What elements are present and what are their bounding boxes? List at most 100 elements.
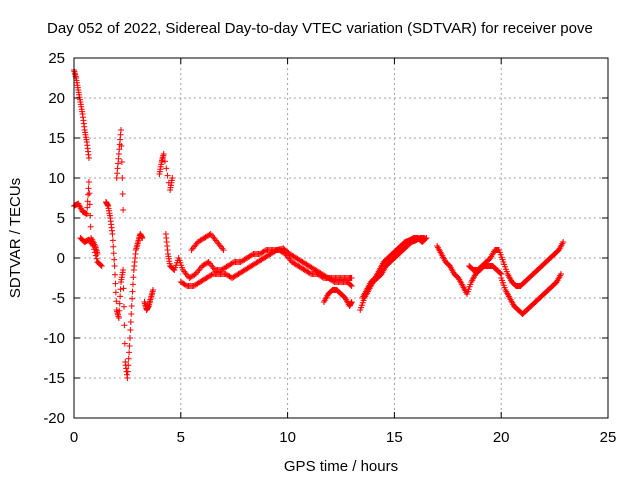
data-point-sat-c-interp [92, 252, 99, 259]
data-point-sat-g [160, 151, 167, 157]
data-point-sat-d-interp [124, 368, 131, 375]
data-point-sat-b-interp [85, 185, 92, 192]
data-point-sat-b-interp [86, 190, 93, 197]
x-tick-label: 10 [279, 429, 296, 446]
data-point-sat-d-interp [130, 274, 137, 281]
data-point-sat-d [126, 343, 133, 349]
data-point-sat-d [139, 235, 146, 241]
data-point-sat-g-interp [161, 158, 168, 165]
data-point-sat-d [111, 263, 118, 269]
data-point-sat-c-interp [89, 241, 96, 248]
data-point-sat-k [348, 299, 355, 305]
data-point-sat-d-interp [121, 322, 128, 329]
data-point-sat-c-interp [91, 249, 98, 256]
x-tick-label: 0 [70, 429, 78, 446]
data-point-sat-d [115, 315, 122, 321]
y-tick-label: 15 [48, 130, 65, 147]
data-point-sat-d-interp [129, 295, 136, 302]
data-point-sat-i-interp [208, 271, 215, 278]
data-point-sat-d-interp [116, 307, 123, 314]
data-point-sat-d-interp [125, 362, 132, 369]
data-point-sat-d-interp [116, 300, 123, 307]
y-tick-label: 0 [57, 250, 65, 267]
data-point-sat-d-interp [129, 288, 136, 295]
data-point-sat-h-interp [249, 251, 256, 258]
data-points [71, 67, 567, 381]
data-point-sat-b-interp [84, 204, 91, 211]
data-point-sat-d-interp [125, 355, 132, 362]
data-point-sat-p [558, 271, 565, 277]
data-point-sat-b-interp [84, 198, 91, 205]
data-point-sat-i [348, 283, 355, 289]
data-point-sat-h-interp [229, 259, 236, 266]
data-point-sat-f [150, 287, 157, 293]
y-tick-label: -10 [43, 330, 65, 347]
data-point-sat-n-interp [497, 270, 504, 277]
axis-ticks: 0 5 10 15 20 25 -20 -15 -10 -5 0 5 10 15 20 25 [43, 50, 616, 446]
x-tick-label: 20 [493, 429, 510, 446]
y-tick-label: 5 [57, 210, 65, 227]
data-point-sat-b-interp [86, 201, 93, 208]
data-point-sat-o [560, 239, 567, 245]
data-point-sat-e [120, 207, 127, 213]
data-point-sat-h-interp [204, 259, 211, 266]
data-point-sat-c-interp [91, 246, 98, 253]
data-point-sat-e [117, 127, 124, 133]
data-point-sat-i-interp [182, 282, 189, 289]
data-point-sat-d-interp [126, 335, 133, 341]
data-point-sat-d-interp [111, 256, 118, 263]
data-point-sat-g-interp [163, 165, 170, 172]
data-point-sat-e-interp [119, 191, 126, 197]
data-point-sat-d-interp [117, 286, 124, 293]
data-point-sat-d-interp [110, 250, 117, 257]
data-point-sat-c-interp [93, 255, 100, 262]
x-tick-label: 15 [386, 429, 403, 446]
data-point-sat-h-interp [306, 270, 313, 277]
x-tick-label: 5 [177, 429, 185, 446]
data-point-sat-d-interp [110, 243, 117, 250]
data-point-sat-g [169, 175, 176, 181]
y-tick-label: -20 [43, 410, 65, 427]
data-point-sat-d-interp [120, 303, 127, 310]
data-point-sat-i-interp [347, 282, 354, 289]
data-point-sat-b [83, 211, 90, 217]
y-tick-label: -5 [52, 290, 65, 307]
y-axis-label: SDTVAR / TECUs [7, 178, 24, 298]
data-point-sat-d [128, 303, 135, 309]
data-point-sat-a [85, 155, 92, 161]
data-point-sat-e-interp [118, 159, 125, 165]
data-point-sat-c [90, 243, 97, 249]
data-point-sat-d [120, 267, 127, 273]
data-point-sat-e-interp [118, 143, 125, 149]
data-point-sat-m [423, 235, 430, 241]
data-point-sat-j-interp [206, 231, 213, 238]
data-point-sat-c [98, 263, 105, 269]
y-tick-label: 10 [48, 170, 65, 187]
data-point-sat-d-interp [127, 327, 134, 333]
plot-frame [73, 57, 609, 419]
data-point-sat-d [109, 231, 116, 237]
data-point-sat-b-interp [87, 212, 94, 219]
data-point-sat-d-interp [126, 349, 133, 356]
data-point-sat-d-interp [112, 280, 119, 287]
data-point-sat-h-interp [261, 247, 268, 254]
data-point-sat-d-interp [129, 281, 136, 288]
y-tick-label: 25 [48, 50, 65, 67]
data-point-sat-d-interp [117, 293, 124, 300]
data-point-sat-d-interp [112, 289, 119, 296]
data-point-sat-d-interp [120, 285, 127, 292]
data-point-sat-d-interp [128, 311, 135, 317]
data-point-sat-e-interp [119, 175, 126, 181]
grid-lines [74, 58, 608, 418]
y-tick-label: 20 [48, 90, 65, 107]
data-point-sat-b-interp [87, 223, 94, 230]
x-tick-label: 25 [600, 429, 617, 446]
x-axis-label: GPS time / hours [284, 458, 398, 475]
data-point-sat-d-interp [113, 298, 120, 305]
data-point-sat-d-interp [121, 340, 128, 347]
chart-title: Day 052 of 2022, Sidereal Day-to-day VTE… [47, 20, 593, 37]
data-point-sat-c-interp [97, 262, 104, 269]
data-point-sat-h [348, 275, 355, 281]
data-point-sat-m-interp [422, 235, 429, 242]
